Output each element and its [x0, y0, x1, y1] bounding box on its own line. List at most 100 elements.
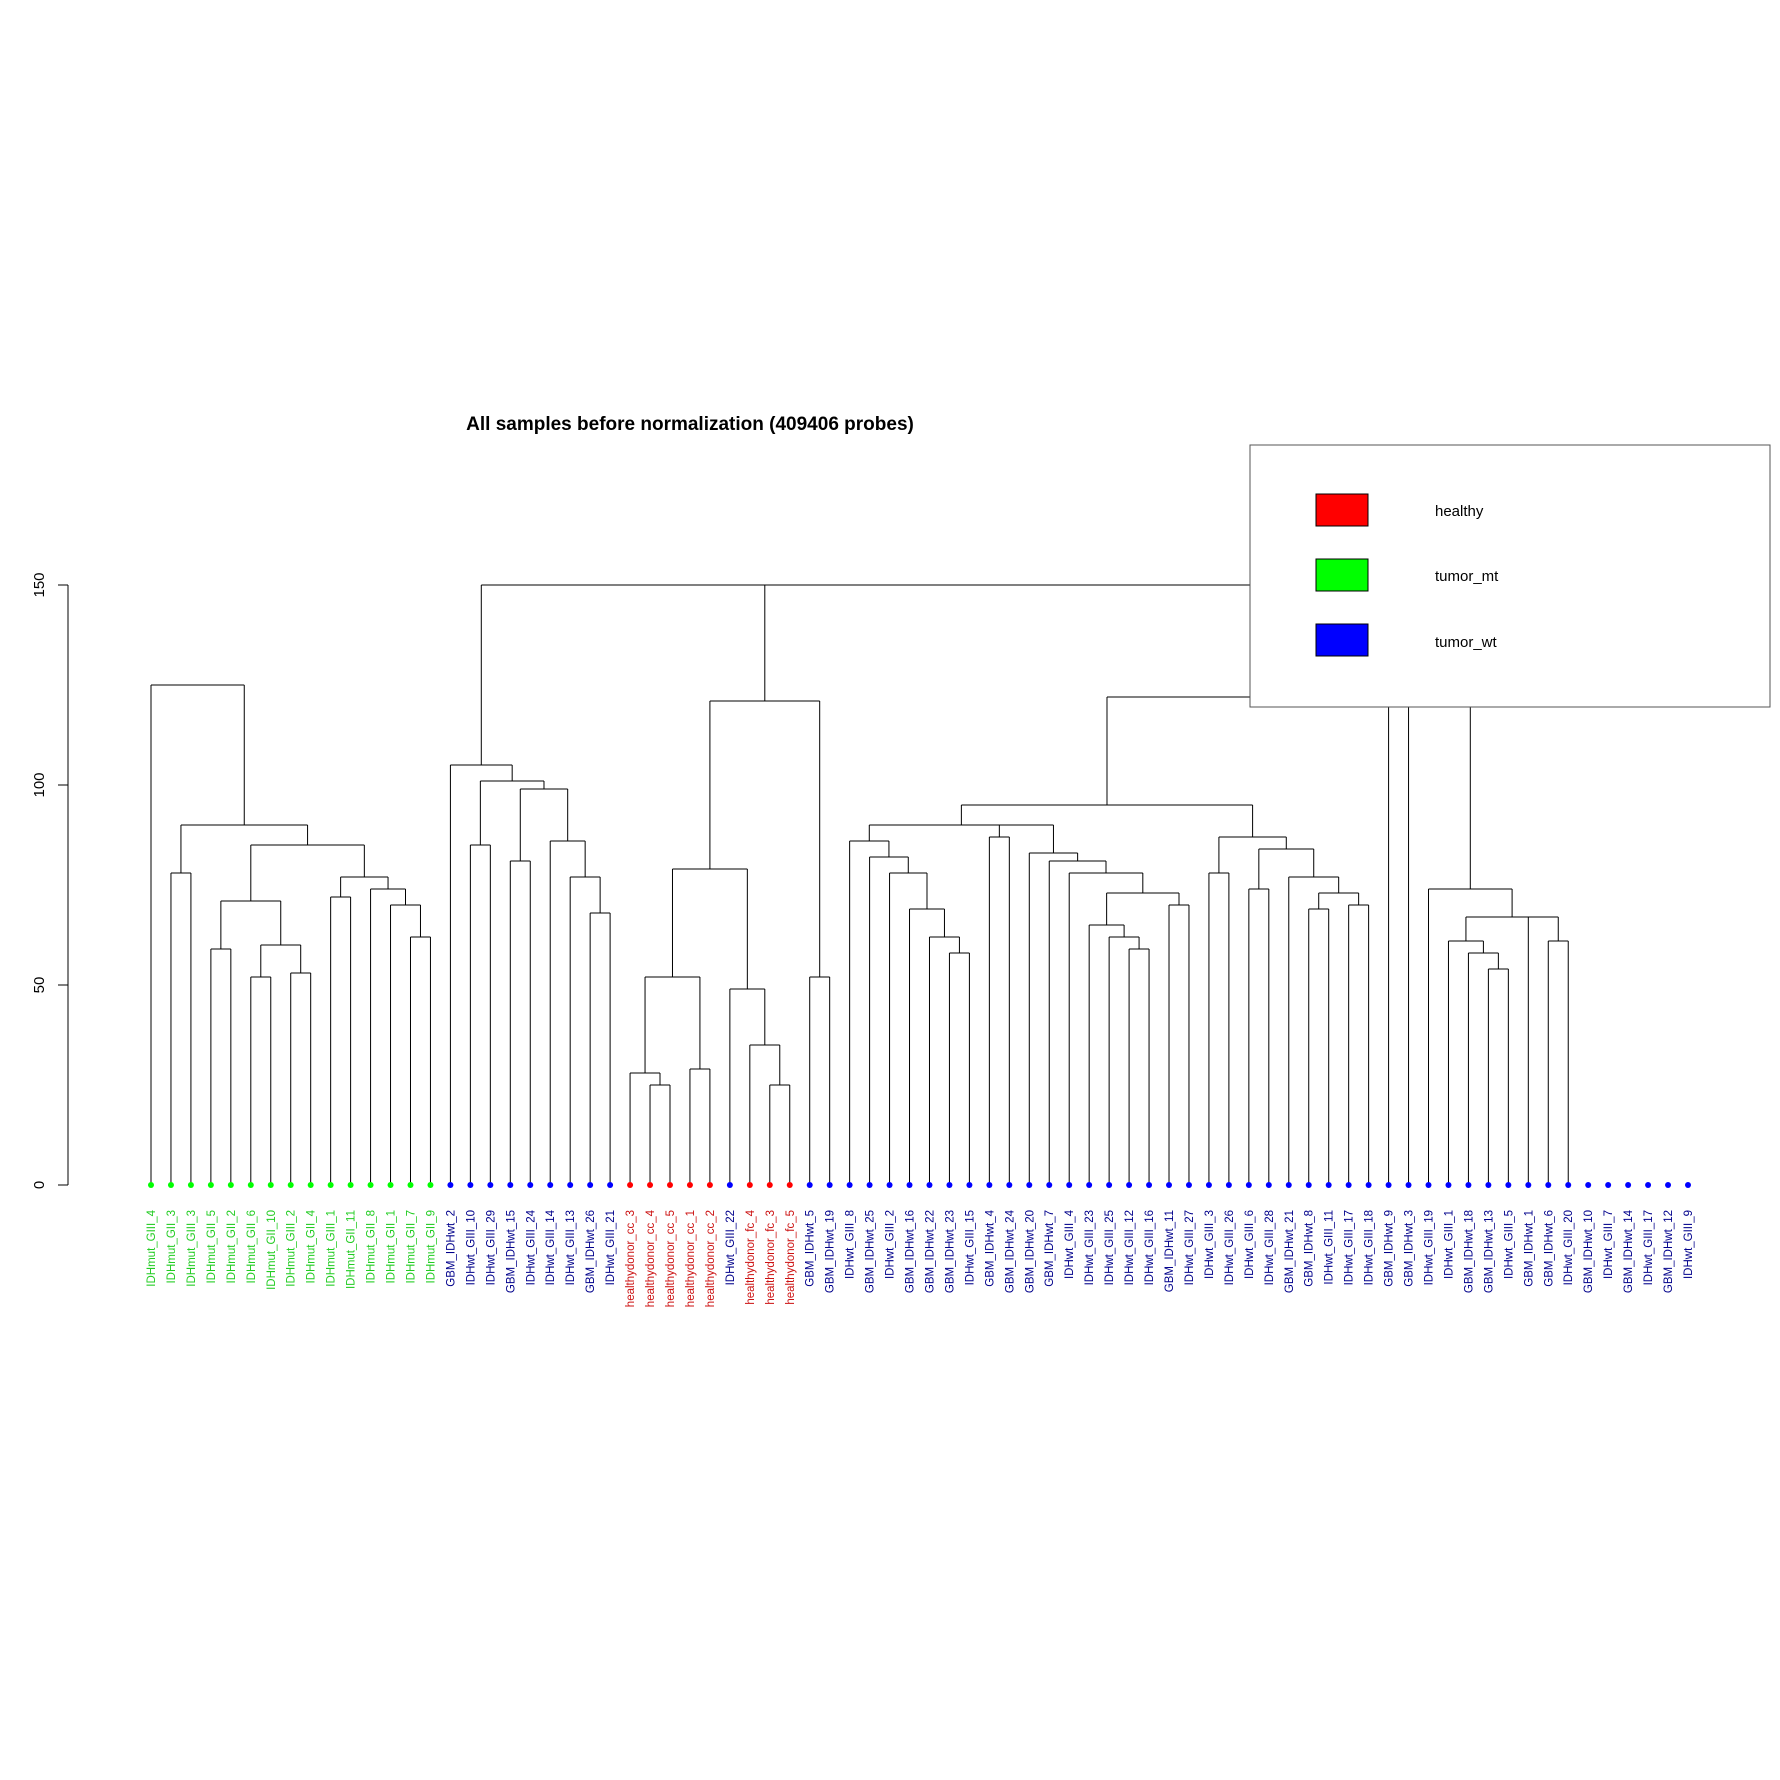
leaf-point: [1465, 1182, 1472, 1188]
leaf-point: [1026, 1182, 1033, 1188]
leaf-point: [1545, 1182, 1552, 1188]
leaf-point: [1245, 1182, 1252, 1188]
leaf-point: [906, 1182, 913, 1188]
y-tick-label-100: 100: [31, 772, 48, 797]
leaf-point: [1126, 1182, 1133, 1188]
leaf-label: healthydonor_cc_2: [705, 1210, 717, 1307]
leaf-label: IDHwt_GIII_25: [1104, 1210, 1116, 1285]
leaf-label: GBM_IDHwt_18: [1463, 1210, 1475, 1293]
leaf-label: GBM_IDHwt_2: [445, 1210, 457, 1287]
leaf-label: GBM_IDHwt_11: [1164, 1210, 1176, 1292]
leaf-point: [527, 1182, 534, 1188]
leaf-label: healthydonor_cc_3: [625, 1210, 637, 1307]
leaf-point: [367, 1182, 374, 1188]
leaf-point: [1605, 1182, 1612, 1188]
leaf-point: [746, 1182, 753, 1188]
y-tick-label-50: 50: [31, 977, 48, 994]
leaf-point: [1425, 1182, 1432, 1188]
leaf-point: [307, 1182, 314, 1188]
legend-label-healthy: healthy: [1435, 503, 1484, 520]
leaf-label: GBM_IDHwt_3: [1404, 1210, 1416, 1287]
leaf-label: IDHwt_GIII_5: [1503, 1210, 1515, 1279]
leaf-label: IDHwt_GIII_15: [964, 1210, 976, 1285]
leaf-point: [1225, 1182, 1232, 1188]
leaf-point: [1385, 1182, 1392, 1188]
legend-label-tumor-wt: tumor_wt: [1435, 634, 1498, 651]
leaf-label: GBM_IDHwt_1: [1523, 1210, 1535, 1287]
leaf-point: [547, 1182, 554, 1188]
leaf-point: [686, 1182, 693, 1188]
leaf-label: GBM_IDHwt_25: [865, 1210, 877, 1293]
leaf-label: GBM_IDHwt_16: [905, 1210, 917, 1293]
leaf-label: IDHmut_GII_10: [266, 1210, 278, 1290]
leaf-point: [607, 1182, 614, 1188]
leaf-point: [786, 1182, 793, 1188]
leaf-point: [1445, 1182, 1452, 1188]
leaf-label: GBM_IDHwt_8: [1304, 1210, 1316, 1287]
leaf-label: IDHwt_GIII_6: [1244, 1210, 1256, 1279]
leaf-label: IDHwt_GIII_16: [1144, 1210, 1156, 1285]
leaf-point: [706, 1182, 713, 1188]
leaf-label: GBM_IDHwt_24: [1004, 1209, 1016, 1293]
leaf-point: [966, 1182, 973, 1188]
leaf-label: IDHwt_GIII_3: [1204, 1210, 1216, 1279]
leaf-label: IDHmut_GIII_2: [286, 1210, 298, 1287]
leaf-point: [1166, 1182, 1173, 1188]
leaf-point: [1645, 1182, 1652, 1188]
leaf-point: [327, 1182, 334, 1188]
legend-label-tumor-mt: tumor_mt: [1435, 568, 1499, 585]
leaf-point: [627, 1182, 634, 1188]
leaf-label: healthydonor_cc_1: [685, 1210, 697, 1307]
leaf-point: [387, 1182, 394, 1188]
leaf-point: [427, 1182, 434, 1188]
leaf-point: [766, 1182, 773, 1188]
leaf-point: [1325, 1182, 1332, 1188]
leaf-point: [1665, 1182, 1672, 1188]
leaf-label: GBM_IDHwt_23: [944, 1210, 956, 1293]
leaf-point: [587, 1182, 594, 1188]
leaf-label: GBM_IDHwt_12: [1663, 1210, 1675, 1293]
leaf-point: [1086, 1182, 1093, 1188]
leaf-point: [647, 1182, 654, 1188]
leaf-point: [1525, 1182, 1532, 1188]
leaf-point: [1066, 1182, 1073, 1188]
leaf-point: [1205, 1182, 1212, 1188]
leaf-label: IDHmut_GII_7: [405, 1210, 417, 1284]
leaf-label: IDHmut_GII_4: [306, 1209, 318, 1283]
leaf-label: IDHwt_GIII_2: [885, 1210, 897, 1279]
leaf-label: IDHwt_GIII_18: [1364, 1210, 1376, 1285]
leaf-label: IDHwt_GIII_14: [545, 1209, 557, 1285]
leaf-label: IDHwt_GIII_20: [1563, 1210, 1575, 1285]
leaf-point: [1505, 1182, 1512, 1188]
leaf-label: healthydonor_cc_5: [665, 1210, 677, 1307]
leaf-point: [347, 1182, 354, 1188]
leaf-point: [866, 1182, 873, 1188]
leaf-label: IDHmut_GII_8: [366, 1210, 378, 1284]
leaf-label: GBM_IDHwt_4: [984, 1209, 996, 1286]
leaf-label: IDHwt_GIII_24: [525, 1209, 537, 1285]
leaf-point: [487, 1182, 494, 1188]
leaf-label: IDHwt_GIII_10: [465, 1210, 477, 1285]
leaf-label: IDHmut_GII_2: [226, 1210, 238, 1284]
leaf-label: IDHwt_GIII_4: [1064, 1209, 1076, 1279]
leaf-point: [1185, 1182, 1192, 1188]
leaf-label: GBM_IDHwt_15: [505, 1210, 517, 1293]
leaf-point: [567, 1182, 574, 1188]
leaf-label: healthydonor_fc_3: [765, 1210, 777, 1305]
legend-swatch-tumor-wt: [1315, 623, 1369, 657]
leaf-point: [1365, 1182, 1372, 1188]
leaf-label: IDHwt_GIII_19: [1424, 1210, 1436, 1285]
leaf-label: IDHwt_GIII_27: [1184, 1210, 1196, 1285]
leaf-label: IDHwt_GIII_1: [1443, 1210, 1455, 1279]
leaf-label: GBM_IDHwt_13: [1483, 1210, 1495, 1293]
leaf-label: IDHwt_GIII_13: [565, 1210, 577, 1285]
leaf-label: healthydonor_cc_4: [645, 1209, 657, 1307]
leaf-point: [806, 1182, 813, 1188]
leaf-point: [227, 1182, 234, 1188]
leaf-label: IDHmut_GIII_4: [146, 1209, 158, 1286]
leaf-label: GBM_IDHwt_14: [1623, 1209, 1635, 1293]
leaf-point: [467, 1182, 474, 1188]
y-tick-label-0: 0: [31, 1181, 48, 1189]
leaf-point: [447, 1182, 454, 1188]
